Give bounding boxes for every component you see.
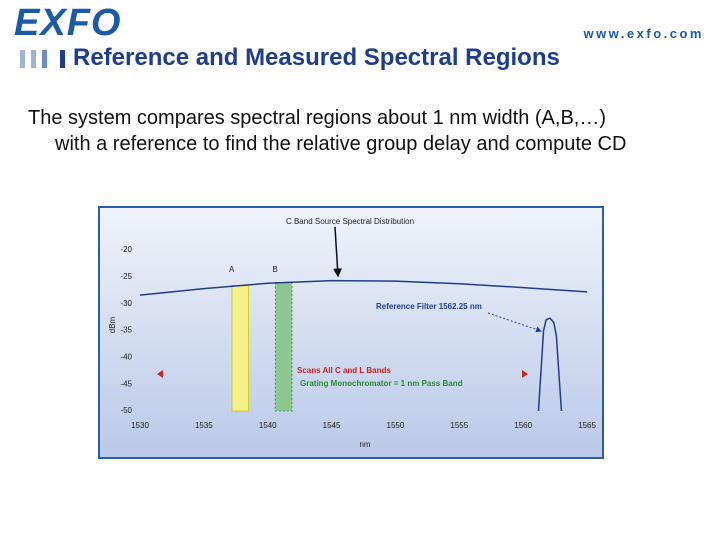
x-tick-label: 1565 bbox=[578, 421, 596, 430]
annotation: Scans All C and L Bands bbox=[297, 366, 391, 375]
arrow bbox=[333, 226, 343, 278]
y-tick-label: -35 bbox=[120, 326, 132, 335]
x-tick-label: 1555 bbox=[450, 421, 468, 430]
x-axis-label: nm bbox=[359, 440, 370, 449]
y-tick-label: -45 bbox=[120, 379, 132, 388]
slide-title: Reference and Measured Spectral Regions bbox=[73, 44, 560, 71]
y-tick-label: -20 bbox=[120, 245, 132, 254]
line bbox=[139, 279, 588, 296]
band-label: A bbox=[229, 265, 235, 274]
logo: EXFO bbox=[14, 2, 122, 44]
bar bbox=[31, 50, 36, 68]
y-tick-label: -25 bbox=[120, 272, 132, 281]
url: www.exfo.com bbox=[583, 26, 704, 41]
x-tick-label: 1540 bbox=[259, 421, 277, 430]
x-tick-label: 1550 bbox=[387, 421, 405, 430]
band bbox=[231, 285, 250, 412]
y-axis-label: dBm bbox=[108, 316, 117, 333]
bar bbox=[20, 50, 25, 68]
y-tick-label: -30 bbox=[120, 299, 132, 308]
x-tick-label: 1545 bbox=[323, 421, 341, 430]
annotation: Reference Filter 1562.25 nm bbox=[376, 302, 482, 311]
body-text: The system compares spectral regions abo… bbox=[28, 107, 627, 155]
bar bbox=[42, 50, 47, 68]
bar bbox=[60, 50, 65, 68]
chart-title: C Band Source Spectral Distribution bbox=[286, 217, 414, 226]
scan-arrow bbox=[522, 370, 528, 378]
x-tick-label: 1560 bbox=[514, 421, 532, 430]
scan-arrow bbox=[157, 370, 163, 378]
x-tick-label: 1530 bbox=[131, 421, 149, 430]
chart-panel bbox=[98, 206, 604, 459]
annotation: Grating Monochromator = 1 nm Pass Band bbox=[300, 379, 463, 388]
arrow bbox=[487, 312, 542, 333]
line bbox=[537, 317, 563, 412]
band bbox=[274, 282, 293, 412]
band-label: B bbox=[272, 265, 277, 274]
y-tick-label: -40 bbox=[120, 352, 132, 361]
x-tick-label: 1535 bbox=[195, 421, 213, 430]
y-tick-label: -50 bbox=[120, 406, 132, 415]
